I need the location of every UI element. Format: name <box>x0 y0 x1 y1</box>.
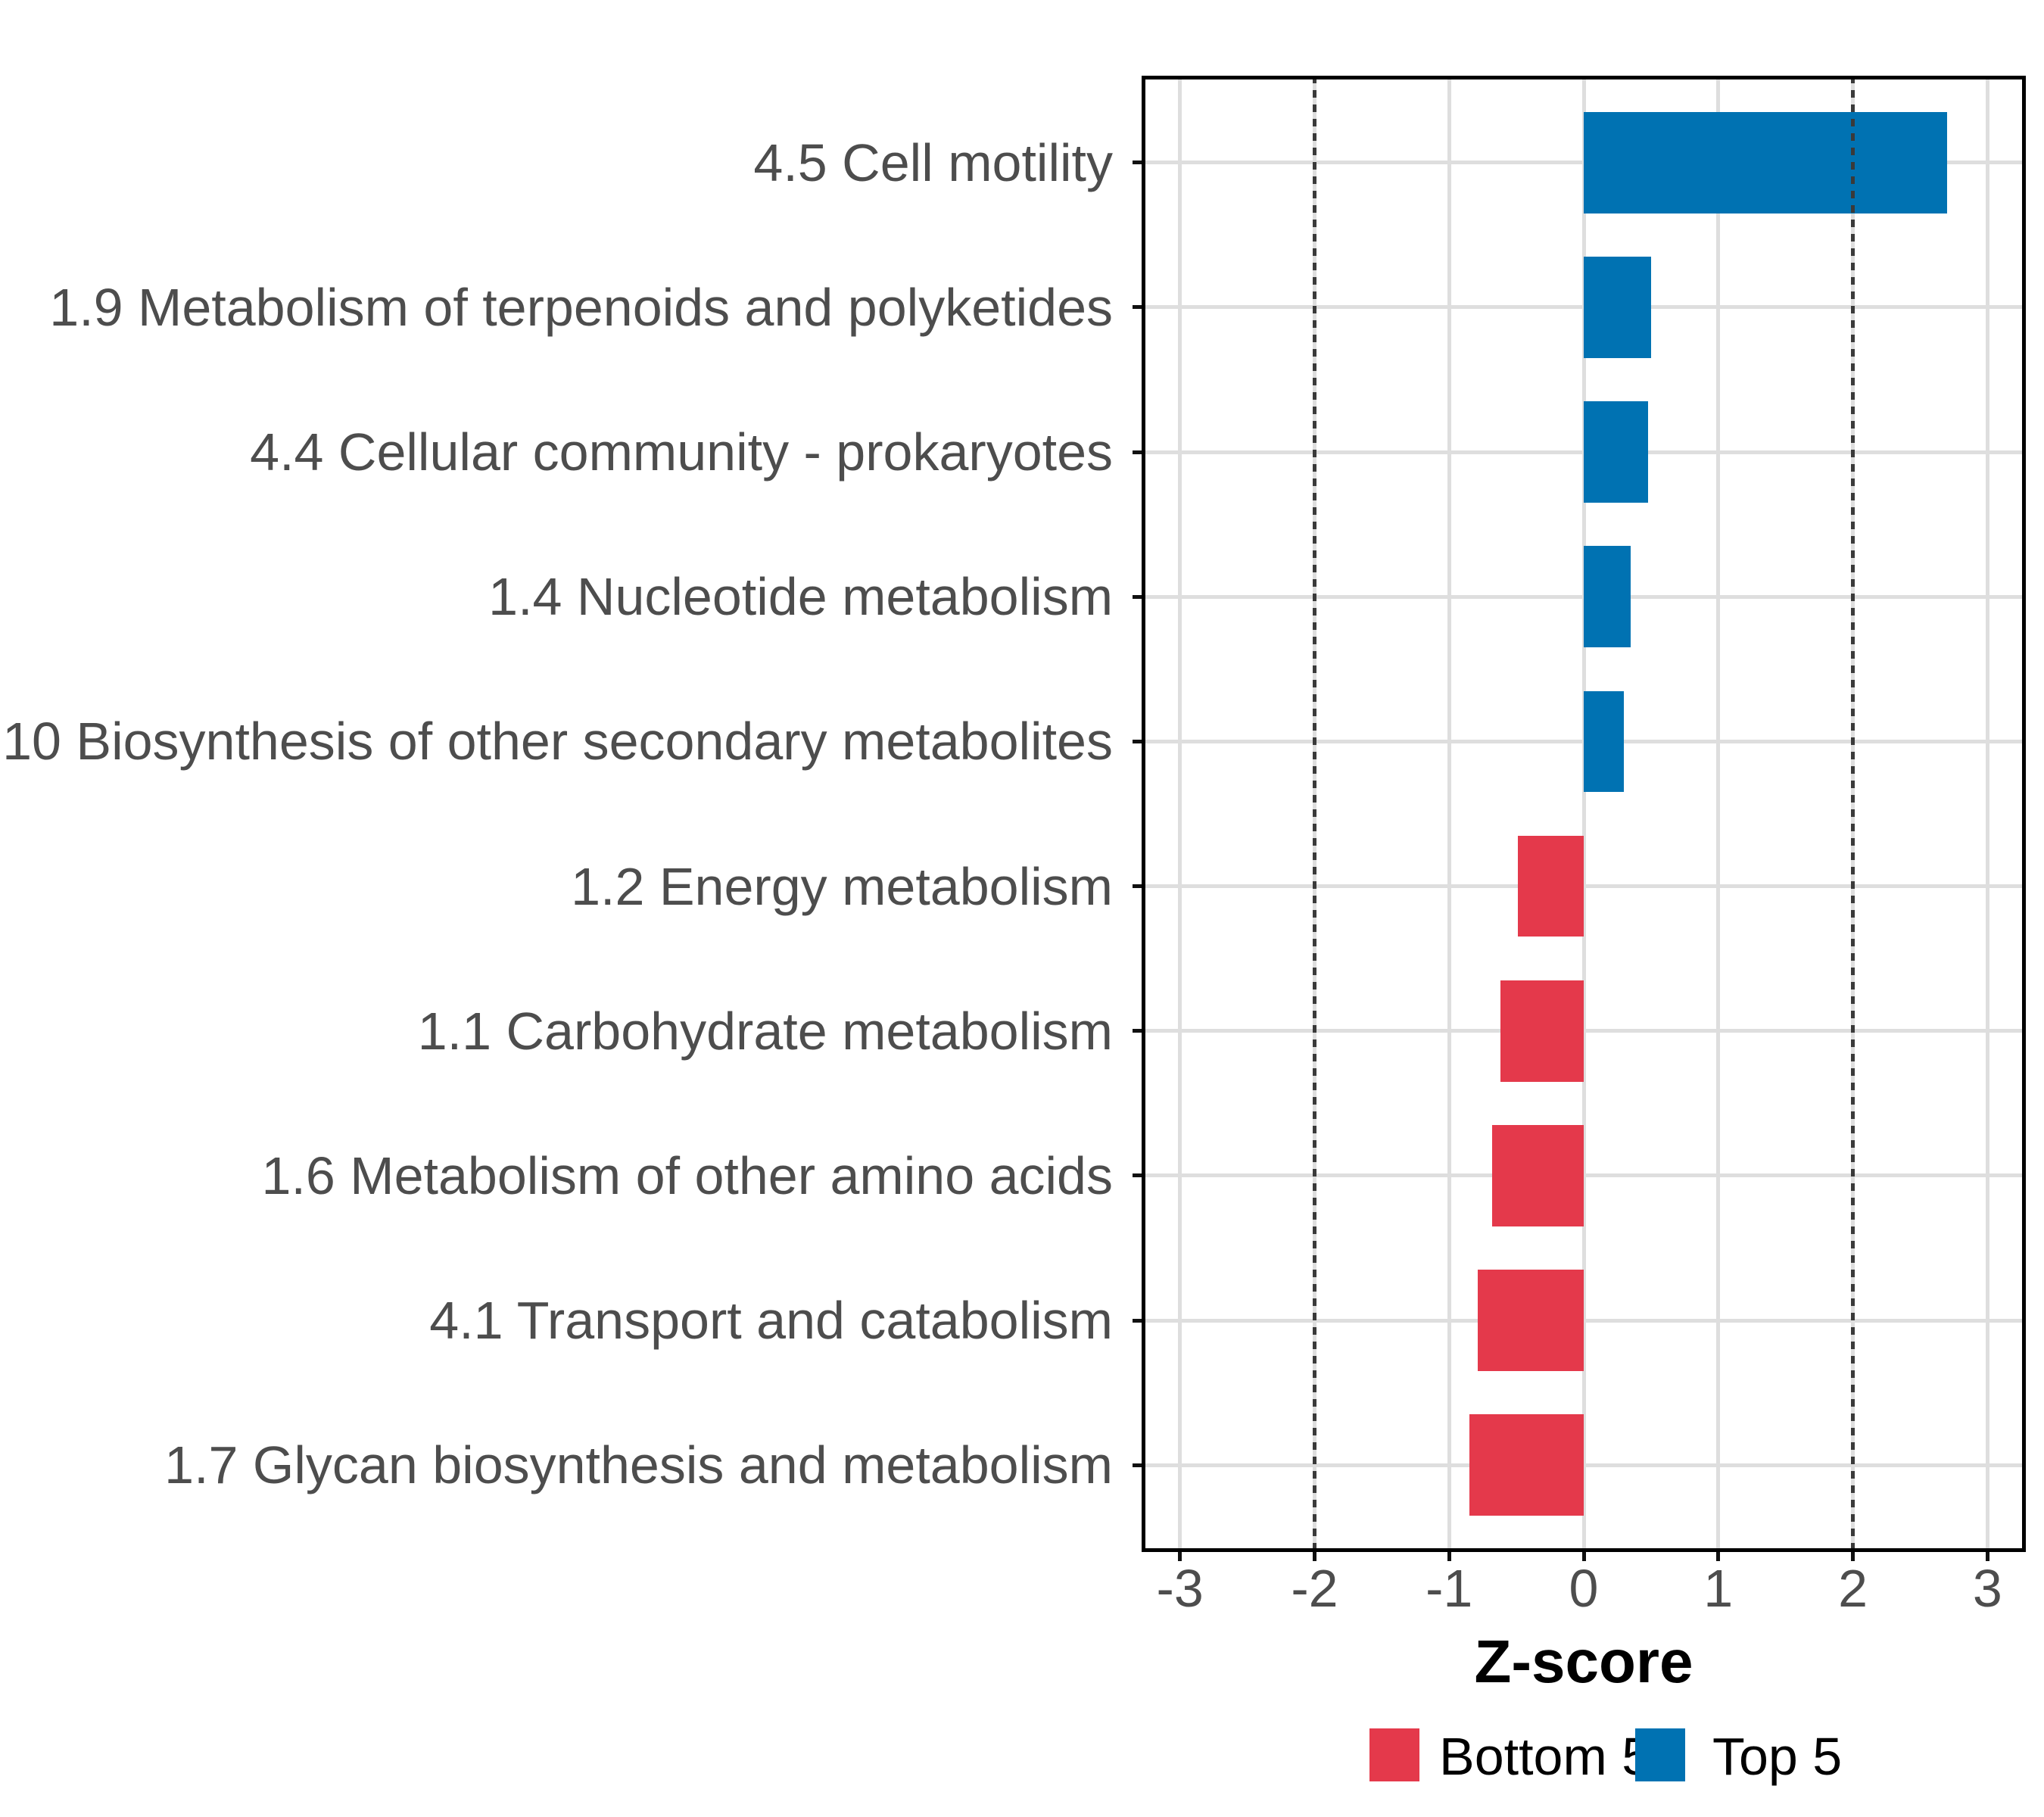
h-gridline <box>1142 884 2026 889</box>
category-label: 4.5 Cell motility <box>753 132 1113 192</box>
reference-line <box>1851 76 1855 1552</box>
category-label: 4.1 Transport and catabolism <box>429 1291 1113 1351</box>
y-tick <box>1133 1029 1142 1033</box>
y-tick <box>1133 1318 1142 1323</box>
x-axis-title: Z-score <box>1474 1628 1693 1695</box>
bar <box>1584 546 1631 648</box>
v-gridline <box>1716 76 1721 1552</box>
x-tick <box>1312 1552 1316 1561</box>
x-tick-label: -3 <box>1156 1559 1204 1618</box>
legend-label-top-5: Top 5 <box>1712 1727 1843 1786</box>
bar <box>1584 401 1649 503</box>
bar <box>1500 980 1584 1082</box>
category-label: 1.9 Metabolism of terpenoids and polyket… <box>49 277 1113 337</box>
bar <box>1477 1270 1584 1372</box>
bar <box>1469 1414 1584 1516</box>
category-label: 1.4 Nucleotide metabolism <box>488 567 1113 627</box>
y-tick <box>1133 305 1142 310</box>
x-tick-label: 1 <box>1703 1559 1734 1618</box>
category-label: 1.7 Glycan biosynthesis and metabolism <box>164 1435 1113 1495</box>
x-tick <box>1178 1552 1182 1561</box>
x-tick-label: 3 <box>1972 1559 2002 1618</box>
x-tick <box>1581 1552 1586 1561</box>
legend-swatch-top-5 <box>1635 1728 1685 1781</box>
x-tick-label: -1 <box>1426 1559 1473 1618</box>
category-label: 1.1 Carbohydrate metabolism <box>417 1001 1113 1061</box>
x-tick <box>1851 1552 1855 1561</box>
h-gridline <box>1142 1029 2026 1033</box>
category-label: 1.10 Biosynthesis of other secondary met… <box>0 712 1113 771</box>
x-tick <box>1447 1552 1451 1561</box>
y-tick <box>1133 1463 1142 1467</box>
v-gridline <box>1985 76 1989 1552</box>
x-tick-label: 2 <box>1838 1559 1868 1618</box>
category-label: 1.6 Metabolism of other amino acids <box>261 1145 1113 1205</box>
h-gridline <box>1142 1173 2026 1178</box>
v-gridline <box>1581 76 1586 1552</box>
y-tick <box>1133 161 1142 165</box>
category-label: 4.4 Cellular community - prokaryotes <box>250 422 1113 482</box>
y-tick <box>1133 594 1142 599</box>
h-gridline <box>1142 1318 2026 1323</box>
x-tick <box>1716 1552 1721 1561</box>
reference-line <box>1312 76 1316 1552</box>
bar <box>1492 1125 1584 1226</box>
y-tick <box>1133 884 1142 889</box>
legend-label-bottom-5: Bottom 5 <box>1439 1727 1652 1786</box>
y-tick <box>1133 1173 1142 1178</box>
legend-swatch-bottom-5 <box>1369 1728 1419 1781</box>
y-tick <box>1133 739 1142 743</box>
bar <box>1517 835 1584 937</box>
bar <box>1584 256 1651 358</box>
bar <box>1584 690 1625 793</box>
v-gridline <box>1178 76 1182 1552</box>
category-label: 1.2 Energy metabolism <box>571 856 1113 916</box>
bar <box>1584 111 1947 213</box>
v-gridline <box>1447 76 1451 1552</box>
y-tick <box>1133 450 1142 454</box>
h-gridline <box>1142 1463 2026 1467</box>
x-tick-label: -2 <box>1291 1559 1338 1618</box>
x-tick <box>1985 1552 1989 1561</box>
x-tick-label: 0 <box>1569 1559 1599 1618</box>
